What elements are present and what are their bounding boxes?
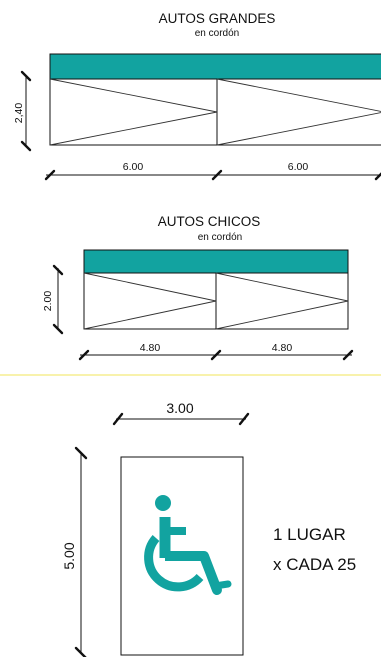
accessible-width-label: 3.00 [166, 400, 193, 416]
small-cars-height-label: 2.00 [42, 291, 54, 312]
accessible-parking-space [120, 456, 244, 656]
accessible-length-dim-tick-bottom [74, 646, 87, 657]
small-cars-width-label-2: 4.80 [272, 342, 293, 354]
small-cars-curb-band [83, 249, 349, 274]
small-cars-width-dim-tick-left [78, 349, 90, 361]
accessible-length-dim-tick-top [74, 446, 88, 460]
accessible-note-line-1: 1 LUGAR [273, 525, 346, 544]
large-cars-title: AUTOS GRANDES [159, 11, 276, 26]
large-cars-height-label: 2,40 [13, 103, 25, 124]
large-cars-section: AUTOS GRANDES en cordón 2,40 6.00 6.00 [13, 11, 381, 181]
accessible-width-dim-tick-left [112, 412, 124, 426]
small-cars-space-1-hatch [83, 272, 217, 330]
small-cars-section: AUTOS CHICOS en cordón 2.00 4.80 4.80 [42, 214, 354, 361]
large-cars-height-dim-tick-bottom [20, 140, 32, 152]
accessible-note-line-2: x CADA 25 [273, 555, 356, 574]
large-cars-width-dim-tick-mid [211, 169, 223, 181]
small-cars-height-dim-tick-bottom [52, 323, 64, 335]
large-cars-width-label-2: 6.00 [288, 161, 309, 173]
small-cars-width-dim-tick-mid [210, 349, 222, 361]
small-cars-width-dim-tick-right [342, 349, 354, 361]
small-cars-subtitle: en cordón [198, 232, 242, 243]
wheelchair-icon [144, 495, 232, 595]
small-cars-title: AUTOS CHICOS [158, 214, 261, 229]
large-cars-curb-band [49, 53, 381, 80]
large-cars-space-2-hatch [216, 78, 381, 146]
large-cars-width-label-1: 6.00 [123, 161, 144, 173]
small-cars-height-dim-tick-top [52, 264, 64, 276]
accessible-length-label: 5.00 [61, 542, 77, 569]
small-cars-width-label-1: 4.80 [140, 342, 161, 354]
large-cars-width-dim-tick-right [374, 172, 381, 181]
large-cars-space-1-hatch [49, 78, 218, 146]
small-cars-space-2-hatch [215, 272, 349, 330]
large-cars-height-dim-tick-top [20, 70, 32, 82]
large-cars-width-dim-tick-left [44, 169, 56, 181]
accessible-width-dim-tick-right [238, 412, 250, 426]
accessible-space-section: 3.00 5.00 1 LUGAR x CADA 25 [61, 400, 356, 657]
large-cars-subtitle: en cordón [195, 28, 239, 39]
